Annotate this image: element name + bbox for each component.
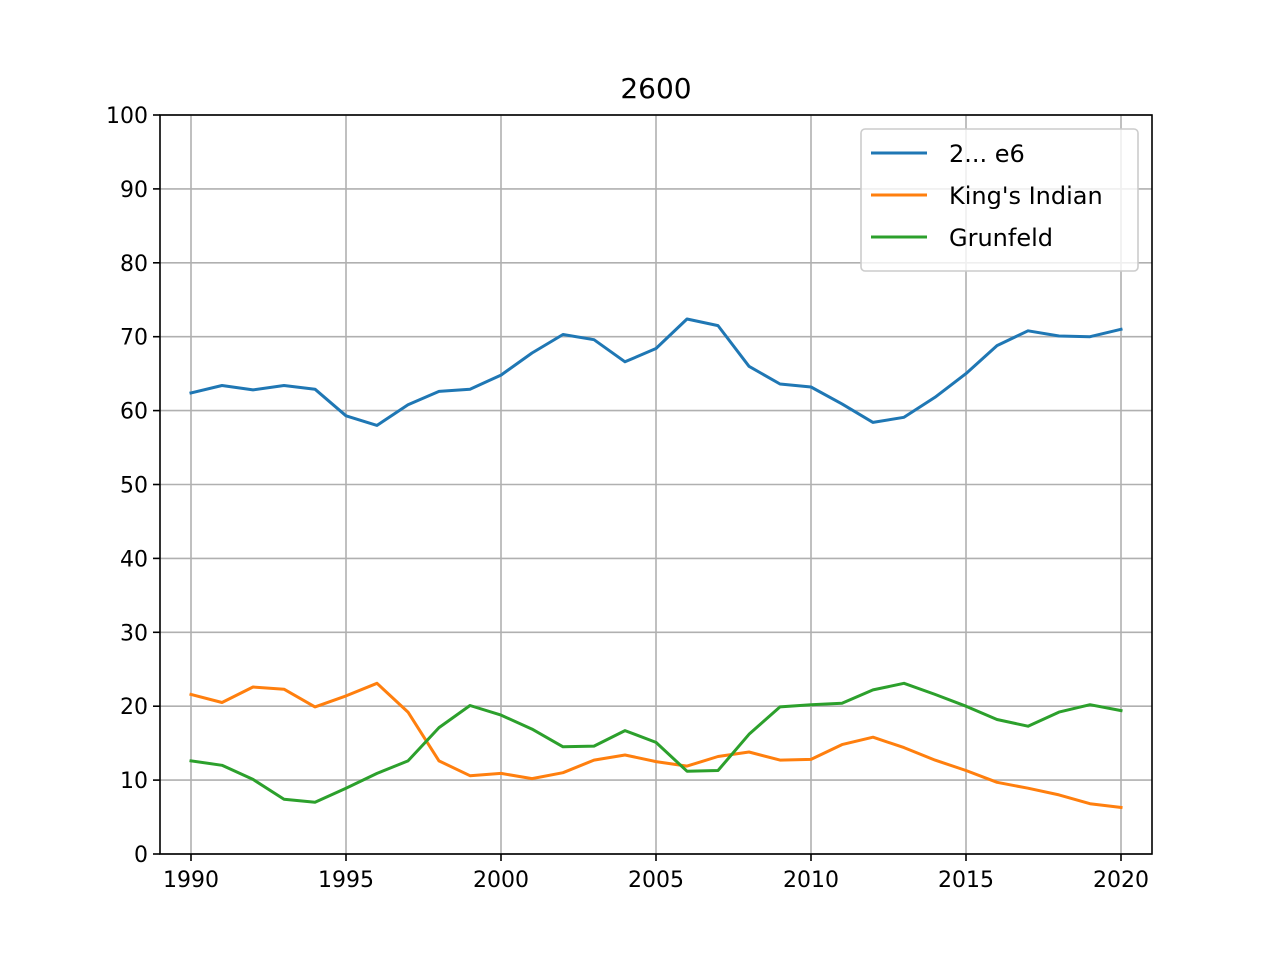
y-tick-label: 10 — [120, 769, 148, 794]
x-tick-label: 1995 — [318, 868, 374, 893]
y-tick-label: 80 — [120, 252, 148, 277]
x-tick-label: 2020 — [1093, 868, 1149, 893]
series-lines — [189, 317, 1123, 810]
x-tick-label: 2015 — [938, 868, 994, 893]
series-line-2 — [189, 681, 1123, 804]
x-tick-label: 2000 — [473, 868, 529, 893]
series-line-1 — [189, 681, 1123, 810]
legend-box — [860, 128, 1139, 272]
x-tick-label: 1990 — [163, 868, 219, 893]
legend-label: Grunfeld — [949, 224, 1053, 252]
y-tick-label: 20 — [120, 695, 148, 720]
y-tick-label: 90 — [120, 178, 148, 203]
x-tick-label: 2010 — [783, 868, 839, 893]
y-axis: 0 10 20 30 40 50 60 70 80 90 100 — [106, 104, 160, 868]
x-tick-label: 2005 — [628, 868, 684, 893]
legend-label: 2... e6 — [949, 140, 1025, 168]
chart-title: 2600 — [620, 72, 691, 105]
x-axis: 1990 1995 2000 2005 2010 2015 2020 — [163, 854, 1149, 893]
y-tick-label: 30 — [120, 621, 148, 646]
y-tick-label: 60 — [120, 400, 148, 425]
y-tick-label: 50 — [120, 474, 148, 499]
legend: 2... e6 King's Indian Grunfeld — [860, 128, 1139, 272]
series-line-0 — [189, 317, 1123, 427]
legend-label: King's Indian — [949, 182, 1103, 210]
y-tick-label: 70 — [120, 326, 148, 351]
y-tick-label: 0 — [134, 843, 148, 868]
y-tick-label: 40 — [120, 547, 148, 572]
y-tick-label: 100 — [106, 104, 148, 129]
